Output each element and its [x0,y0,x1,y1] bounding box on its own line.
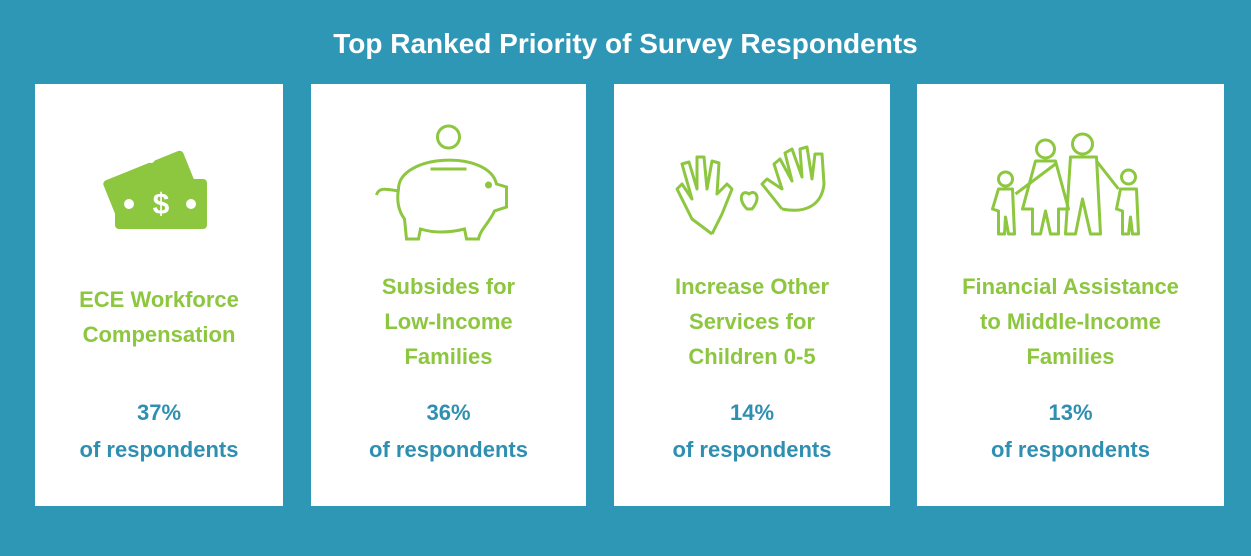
caption: of respondents [672,437,832,462]
card-label: Families [404,344,493,369]
card: Subsides for Low-Income Families 36% of resp… [311,84,586,506]
caption: of respondents [79,437,239,462]
card-label: to Middle-Income [980,309,1161,334]
icon [375,124,508,241]
caption: of respondents [991,437,1150,462]
caption: of respondents [369,437,528,462]
card-label: Children 0-5 [688,344,816,369]
card-label: Low-Income [384,309,513,334]
icon [991,132,1140,236]
icon: $ [103,141,207,229]
card: Increase Other Services for Children 0-5 14… [614,84,890,506]
card: Financial Assistance to Middle-Income Fami… [917,84,1224,506]
percent: 13% [1048,400,1093,425]
card-label: Families [1026,344,1115,369]
percent: 14% [729,400,775,425]
card-label: ECE Workforce [79,287,239,312]
percent: 37% [136,400,182,425]
card-label: Financial Assistance [962,274,1179,299]
icon [675,145,826,236]
title: Top Ranked Priority of Survey Respondent… [333,28,918,59]
card-label: Compensation [82,322,236,347]
card-label: Subsides for [381,274,516,299]
svg-text:$: $ [153,188,170,221]
card: $ ECE Workforce Compensation 37% of responde… [35,84,283,506]
percent: 36% [426,400,471,425]
card-label: Increase Other [674,274,830,299]
card-label: Services for [689,309,815,334]
